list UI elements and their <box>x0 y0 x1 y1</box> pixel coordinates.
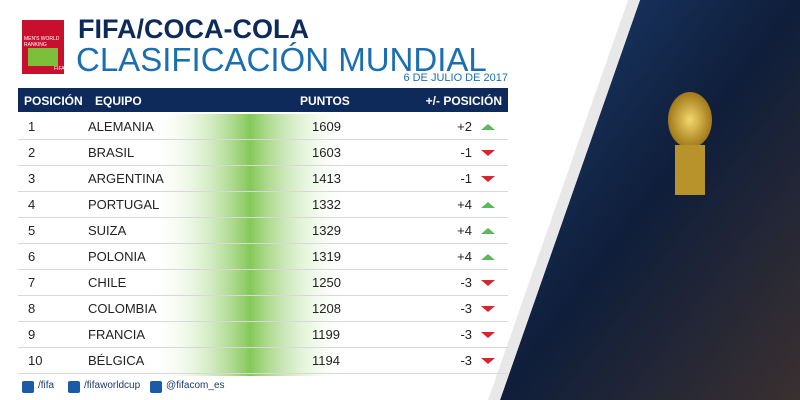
team: ARGENTINA <box>88 171 164 186</box>
trophy-base <box>675 145 705 195</box>
social-icon <box>150 381 162 393</box>
change: -3 <box>460 275 472 290</box>
change: -3 <box>460 353 472 368</box>
arrow-down <box>481 306 495 312</box>
points: 1199 <box>312 327 340 342</box>
social-link: @fifacom_es <box>166 380 225 391</box>
green-band <box>150 114 350 376</box>
logo-text: MEN'S WORLD RANKING <box>24 36 60 48</box>
team: PORTUGAL <box>88 197 160 212</box>
column-header: +/- POSICIÓN <box>425 94 502 108</box>
social-link: /fifaworldcup <box>84 380 141 391</box>
points: 1603 <box>312 145 341 160</box>
row-separator <box>18 295 508 296</box>
position: 9 <box>28 327 36 342</box>
row-separator <box>18 269 508 270</box>
points: 1609 <box>312 119 341 134</box>
position: 1 <box>28 119 36 134</box>
arrow-down <box>481 150 495 156</box>
title: FIFA/COCA-COLA <box>78 14 309 44</box>
column-header: EQUIPO <box>95 94 142 108</box>
change: -3 <box>460 327 472 342</box>
change: +2 <box>457 119 472 134</box>
team: CHILE <box>88 275 127 290</box>
team: SUIZA <box>88 223 127 238</box>
change: +4 <box>457 223 472 238</box>
arrow-up <box>481 124 495 130</box>
row-separator <box>18 321 508 322</box>
position: 7 <box>28 275 36 290</box>
arrow-down <box>481 280 495 286</box>
change: -1 <box>460 171 472 186</box>
row-separator <box>18 191 508 192</box>
social-link: /fifa <box>38 380 55 391</box>
team: BÉLGICA <box>88 353 145 368</box>
team: ALEMANIA <box>88 119 154 134</box>
header-bar <box>18 88 508 112</box>
subtitle: CLASIFICACIÓN MUNDIAL <box>76 41 487 78</box>
arrow-down <box>481 176 495 182</box>
row-separator <box>18 165 508 166</box>
trophy <box>668 92 712 148</box>
social-icon <box>68 381 80 393</box>
change: +4 <box>457 197 472 212</box>
points: 1319 <box>312 249 341 264</box>
column-header: POSICIÓN <box>24 94 83 108</box>
logo-brand: FIFA <box>54 66 65 72</box>
position: 2 <box>28 145 36 160</box>
logo-pitch <box>28 48 58 66</box>
arrow-up <box>481 228 495 234</box>
row-separator <box>18 347 508 348</box>
change: +4 <box>457 249 472 264</box>
row-separator <box>18 243 508 244</box>
points: 1413 <box>312 171 341 186</box>
arrow-down <box>481 332 495 338</box>
points: 1194 <box>312 353 340 368</box>
row-separator <box>18 373 508 374</box>
arrow-up <box>481 254 495 260</box>
change: -3 <box>460 301 472 316</box>
date: 6 DE JULIO DE 2017 <box>403 72 508 84</box>
position: 10 <box>28 353 43 368</box>
social-icon <box>22 381 34 393</box>
arrow-up <box>481 202 495 208</box>
change: -1 <box>460 145 472 160</box>
photo <box>500 0 800 400</box>
position: 6 <box>28 249 36 264</box>
arrow-down <box>481 358 495 364</box>
team: BRASIL <box>88 145 135 160</box>
row-separator <box>18 139 508 140</box>
points: 1332 <box>312 197 341 212</box>
photo-edge <box>488 0 640 400</box>
position: 4 <box>28 197 36 212</box>
team: POLONIA <box>88 249 146 264</box>
points: 1250 <box>312 275 341 290</box>
position: 8 <box>28 301 36 316</box>
team: FRANCIA <box>88 327 146 342</box>
points: 1329 <box>312 223 341 238</box>
position: 3 <box>28 171 36 186</box>
team: COLOMBIA <box>88 301 157 316</box>
points: 1208 <box>312 301 341 316</box>
column-header: PUNTOS <box>300 94 350 108</box>
row-separator <box>18 217 508 218</box>
position: 5 <box>28 223 36 238</box>
